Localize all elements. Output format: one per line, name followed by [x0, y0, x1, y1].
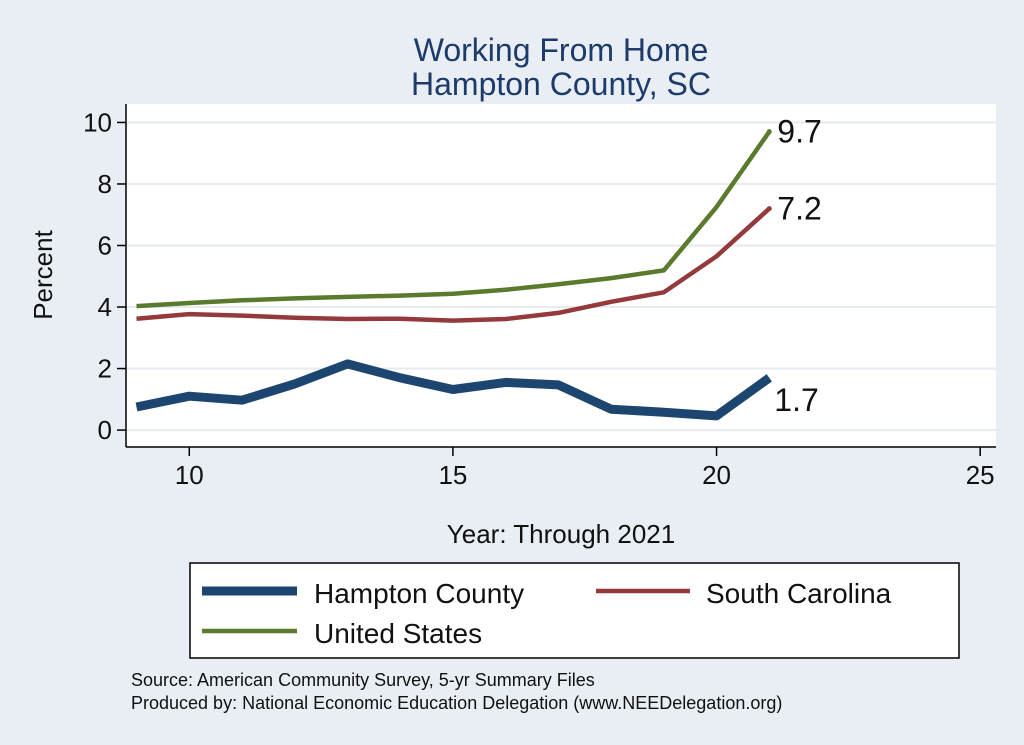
- end-label-south-carolina: 7.2: [777, 191, 821, 227]
- end-label-united-states: 9.7: [777, 114, 821, 150]
- chart-title-line-2: Hampton County, SC: [411, 66, 711, 102]
- legend-box: [189, 562, 960, 659]
- grid-lines: [126, 121, 996, 432]
- axes: 0 2 4 6 8 10 10 15 20 25: [83, 104, 996, 490]
- series-line-hampton-county: [135, 359, 772, 421]
- legend-label-south-carolina: South Carolina: [706, 578, 892, 609]
- legend-label-united-states: United States: [314, 618, 482, 649]
- series-line-united-states: [136, 130, 772, 309]
- end-marker-united-states: [766, 129, 772, 135]
- x-tick-label-10: 10: [175, 460, 204, 490]
- x-tick-label-20: 20: [702, 460, 731, 490]
- x-tick-label-25: 25: [966, 460, 995, 490]
- source-note: Source: American Community Survey, 5-yr …: [131, 670, 595, 690]
- chart-title-line-1: Working From Home: [414, 32, 709, 68]
- y-tick-label-2: 2: [98, 354, 112, 384]
- y-tick-label-8: 8: [98, 169, 112, 199]
- y-tick-label-4: 4: [98, 292, 112, 322]
- produced-by-note: Produced by: National Economic Education…: [131, 693, 782, 713]
- end-marker-south-carolina: [766, 206, 772, 212]
- end-label-hampton-county: 1.7: [774, 382, 818, 418]
- y-tick-label-0: 0: [98, 415, 112, 445]
- x-axis-label: Year: Through 2021: [447, 519, 675, 549]
- legend: Hampton County South Carolina United State…: [189, 562, 960, 659]
- y-axis-label: Percent: [28, 229, 58, 319]
- y-tick-label-6: 6: [98, 231, 112, 261]
- series-line-south-carolina: [136, 206, 771, 323]
- end-labels: 1.7 7.2 9.7: [774, 114, 821, 418]
- series-lines: [135, 129, 772, 421]
- legend-label-hampton-county: Hampton County: [314, 578, 524, 609]
- y-tick-label-10: 10: [83, 107, 112, 137]
- x-tick-label-15: 15: [438, 460, 467, 490]
